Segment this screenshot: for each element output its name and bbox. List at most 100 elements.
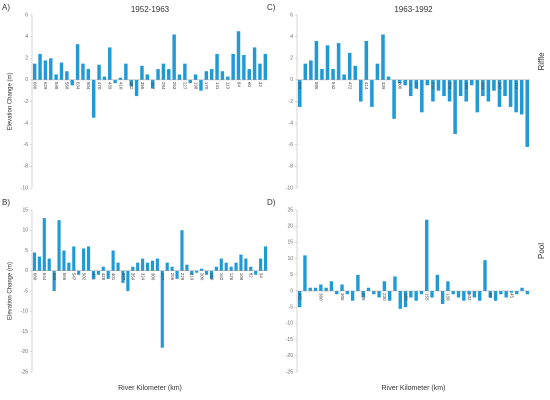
bar: [361, 291, 365, 298]
bar: [116, 262, 120, 271]
x-tick-label: 82: [249, 273, 254, 279]
bar: [453, 79, 457, 134]
y-tick-label: -6: [289, 142, 294, 148]
bar: [356, 274, 360, 291]
bar: [220, 71, 225, 80]
bar: [370, 79, 374, 107]
y-tick-label: 10: [287, 256, 293, 262]
bar: [150, 79, 155, 89]
bar: [91, 270, 96, 279]
bar: [442, 79, 446, 97]
x-tick-label: 382: [129, 82, 134, 90]
x-tick-label: 284: [161, 82, 166, 90]
y-tick-label: 2: [290, 56, 293, 62]
x-tick-label: 84: [236, 82, 241, 88]
bar: [431, 79, 435, 102]
y-tick-label: -20: [21, 349, 28, 355]
y-tick-label: 5: [290, 272, 293, 278]
x-tick-label: 147: [497, 82, 502, 90]
x-tick-label: 360: [319, 293, 324, 301]
bar: [118, 77, 123, 80]
bar: [258, 63, 262, 80]
x-tick-label: 629: [43, 82, 48, 90]
x-tick-label: 410: [118, 82, 123, 90]
y-tick-label: -4: [289, 120, 294, 126]
bar: [397, 79, 402, 84]
x-tick-label: 666: [32, 82, 37, 90]
bar: [140, 65, 144, 80]
y-tick-label: -2: [289, 99, 294, 105]
y-tick-label: -6: [24, 142, 29, 148]
y-axis-label: Elevation Change (m): [8, 72, 14, 130]
bar: [345, 291, 350, 295]
x-tick-label: 317: [150, 82, 155, 90]
bar: [121, 270, 125, 283]
bar: [329, 281, 334, 291]
bar: [335, 291, 339, 295]
bar: [129, 79, 133, 87]
bar: [493, 291, 498, 301]
bar: [263, 53, 268, 80]
bar: [96, 270, 100, 275]
bar: [101, 266, 105, 271]
bar: [155, 258, 159, 271]
x-tick-label: 200: [199, 273, 204, 281]
bar: [456, 291, 461, 298]
bar: [172, 34, 176, 80]
bar: [342, 74, 346, 80]
y-tick-label: -25: [286, 369, 293, 375]
y-tick-label: -2: [24, 99, 29, 105]
bar: [387, 291, 392, 301]
bar: [430, 291, 434, 298]
bar: [219, 258, 223, 271]
x-tick-label: 277: [160, 273, 165, 281]
bar: [52, 270, 56, 291]
bar: [425, 219, 429, 291]
panel-label: C): [267, 3, 276, 12]
y-tick-label: 25: [287, 207, 293, 213]
bar: [497, 79, 502, 107]
bar: [403, 79, 407, 86]
bar: [353, 65, 358, 80]
y-tick-label: 4: [290, 34, 293, 40]
y-tick-label: 0: [25, 77, 28, 83]
x-tick-label: 324: [140, 273, 145, 281]
bar: [347, 52, 352, 80]
bar: [464, 79, 468, 102]
bar: [244, 258, 248, 271]
bar: [414, 79, 419, 89]
x-tick-label: 102: [467, 293, 472, 301]
x-tick-label: 184: [464, 82, 469, 90]
x-tick-label: 162: [219, 273, 224, 281]
bar: [435, 274, 440, 291]
bar: [193, 74, 198, 80]
y-tick-label: -20: [286, 353, 293, 359]
x-tick-label: 680: [32, 273, 37, 281]
bar: [419, 291, 424, 295]
bar: [199, 79, 203, 91]
bar: [475, 79, 480, 113]
x-tick-label: 439: [108, 82, 113, 90]
x-tick-label: 113: [226, 82, 231, 90]
x-tick-label: 227: [183, 82, 188, 90]
bar: [226, 76, 230, 80]
x-tick-label: 126: [229, 273, 234, 281]
y-axis-label: Elevation Change (m): [8, 262, 14, 320]
bar: [519, 79, 524, 115]
bar: [254, 270, 258, 275]
bar: [398, 291, 402, 309]
bar: [204, 270, 209, 275]
bar: [350, 291, 355, 301]
x-tick-label: 306: [340, 293, 345, 301]
bar: [54, 74, 58, 80]
bar: [472, 291, 477, 298]
bar: [324, 287, 328, 291]
x-tick-label: 401: [111, 273, 116, 281]
bar: [504, 291, 508, 298]
bar: [236, 31, 241, 80]
bar: [195, 270, 199, 273]
bar: [32, 63, 37, 80]
bar: [47, 258, 51, 271]
bar: [70, 79, 74, 86]
y-tick-label: -10: [21, 309, 28, 315]
